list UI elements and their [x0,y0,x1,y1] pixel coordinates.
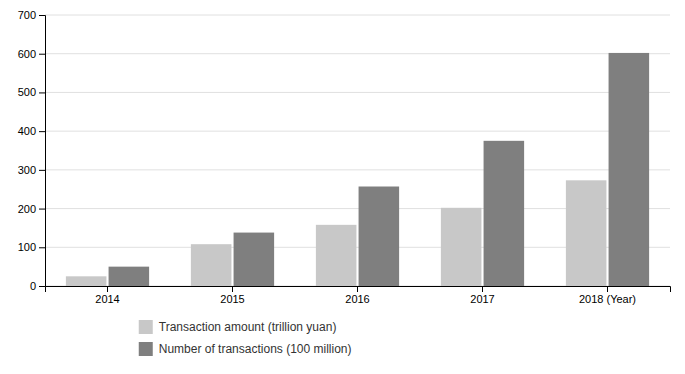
x-tick-label: 2015 [220,293,244,305]
bar [66,276,107,286]
y-tick: 0 [30,280,45,292]
y-tick: 200 [18,203,45,215]
bar [316,225,357,286]
y-tick: 600 [18,48,45,60]
y-tick: 300 [18,164,45,176]
grid-line [45,53,670,54]
legend-label: Number of transactions (100 million) [159,342,352,356]
y-tick-mark [39,92,45,93]
y-axis-line [39,16,46,287]
y-tick-label: 600 [18,48,36,60]
bars [66,53,649,286]
x-tick-label: 2017 [470,293,494,305]
y-axis: 0 100 200 300 400 500 600 700 [18,9,46,292]
x-tick: 2015 [220,286,244,305]
legend-label: Transaction amount (trillion yuan) [159,320,337,334]
grid-line [45,169,670,170]
x-tick-mark [107,286,108,292]
x-tick-mark [232,286,233,292]
bar [484,141,525,286]
y-tick-mark [39,170,45,171]
bar [191,244,232,286]
x-tick: 2017 [470,286,494,305]
grid-line [45,92,670,93]
x-tick-mark [607,286,608,292]
x-tick: 2016 [345,286,369,305]
chart: 0100200300400500600700201420152016201720… [0,0,685,374]
y-tick: 500 [18,86,45,98]
x-tick-label: 2018 (Year) [579,293,636,305]
x-tick: 2014 [95,286,119,305]
x-tick-mark [482,286,483,292]
x-tick-label: 2016 [345,293,369,305]
y-tick-mark [39,209,45,210]
x-tick: 2018 (Year) [579,286,636,305]
plot: 0100200300400500600700201420152016201720… [18,9,671,305]
legend-swatch [139,342,153,356]
bar [234,233,275,286]
y-tick: 700 [18,9,45,21]
legend-item: Transaction amount (trillion yuan) [139,320,337,334]
bar [359,187,400,286]
y-tick-mark [39,247,45,248]
grid [45,15,670,286]
legend-item: Number of transactions (100 million) [139,342,352,356]
legend-swatch [139,320,153,334]
y-tick-label: 500 [18,86,36,98]
y-tick-label: 100 [18,241,36,253]
bar [609,53,650,286]
y-tick-label: 300 [18,164,36,176]
x-axis: 2014 2015 2016 2017 2018 (Year) [46,286,671,305]
x-axis-line [46,287,671,293]
y-tick-label: 200 [18,203,36,215]
grid-line [45,15,670,16]
y-tick: 400 [18,125,45,137]
bar [109,267,150,286]
x-tick-mark [357,286,358,292]
y-tick-mark [39,131,45,132]
y-tick-mark [39,15,45,16]
bar [566,180,607,286]
grid-line [45,131,670,132]
series [109,53,650,286]
x-tick-label: 2014 [95,293,119,305]
y-tick-mark [39,54,45,55]
y-tick-label: 0 [30,280,36,292]
legend: Transaction amount (trillion yuan) Number… [139,320,352,356]
y-tick-mark [39,286,45,287]
y-tick-label: 400 [18,125,36,137]
bar [441,208,482,286]
series [66,180,607,286]
y-tick: 100 [18,241,45,253]
y-tick-label: 700 [18,9,36,21]
